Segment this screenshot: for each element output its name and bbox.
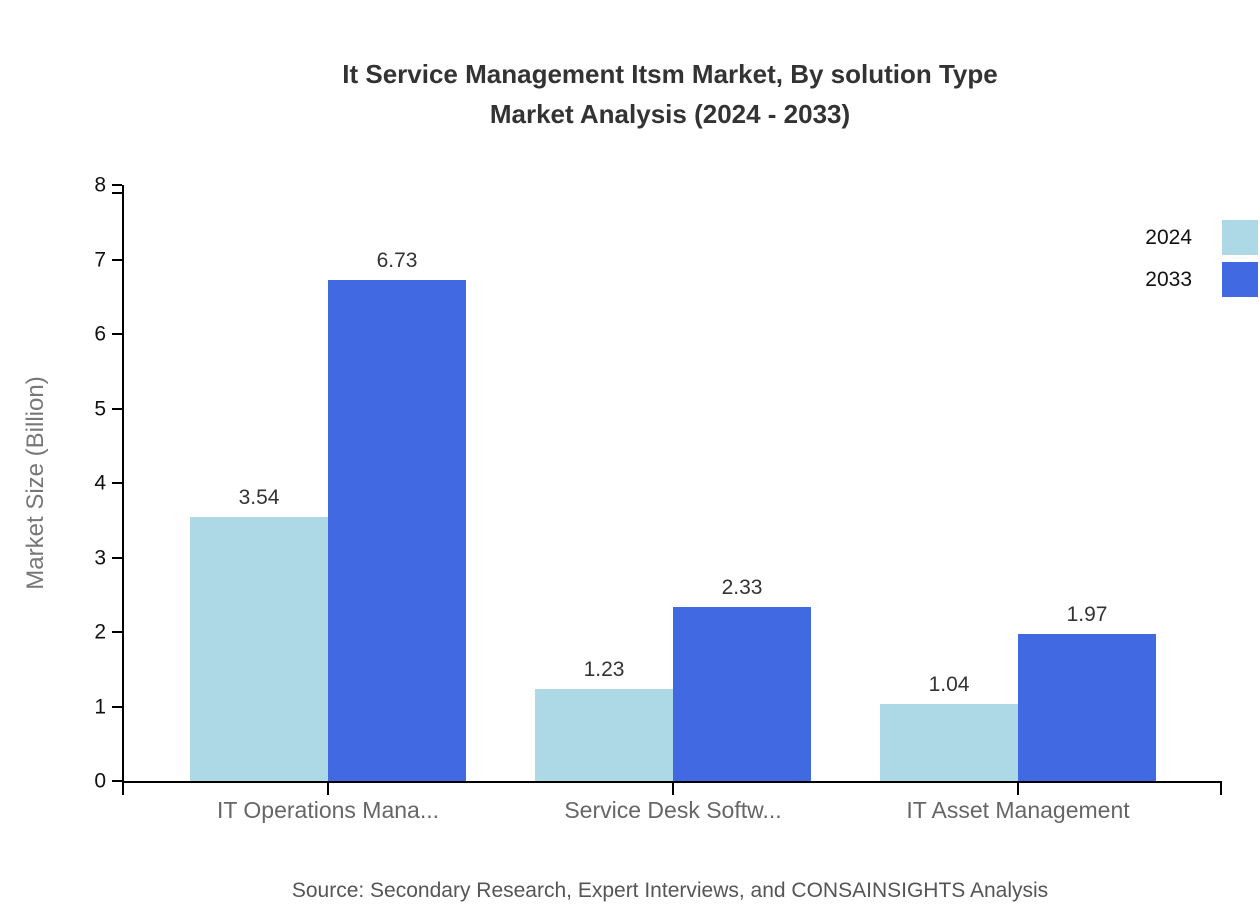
y-axis-tick-3 xyxy=(112,556,122,559)
bar-2024-2: 1.04 xyxy=(880,673,1018,781)
y-axis-tick-label-0: 0 xyxy=(94,769,106,793)
y-axis-tick-label-2: 2 xyxy=(94,620,106,644)
source-note: Source: Secondary Research, Expert Inter… xyxy=(291,879,1049,902)
chart-title-line1: It Service Management Itsm Market, By so… xyxy=(342,59,998,89)
chart-title-line2: Market Analysis (2024 - 2033) xyxy=(489,99,851,129)
y-axis-tick-label-1: 1 xyxy=(94,695,106,718)
bar-value-label-2024-1: 1.23 xyxy=(583,658,625,682)
y-axis-tick-4 xyxy=(112,482,122,484)
bar-2033-1: 2.33 xyxy=(673,576,811,781)
y-axis-tick-1 xyxy=(112,705,122,708)
y-axis-tick-2 xyxy=(112,631,122,633)
y-axis-tick-label-5: 5 xyxy=(94,397,106,420)
plot-area: 3.54 6.73 IT Operations Mana... 1.23 2.33 Ser… xyxy=(94,175,1222,823)
bar-2024-0: 3.54 xyxy=(190,486,328,781)
bar-group-0: 3.54 6.73 IT Operations Mana... xyxy=(190,185,466,823)
y-axis-tick-label-4: 4 xyxy=(94,471,106,495)
y-axis-tick-5 xyxy=(112,407,122,410)
bar-value-label-2024-0: 3.54 xyxy=(238,486,280,510)
legend-swatch-2024 xyxy=(1222,220,1258,255)
legend-label-2024: 2024 xyxy=(1145,225,1192,249)
bar-value-label-2033-0: 6.73 xyxy=(376,248,418,272)
bar-2033-0: 6.73 xyxy=(328,249,466,781)
bar-2033-2: 1.97 xyxy=(1018,603,1156,781)
x-axis-left-end-tick xyxy=(122,783,124,795)
x-axis-right-end-tick xyxy=(1220,783,1222,795)
legend-item-2024: 2024 xyxy=(1145,220,1258,255)
y-axis-tick-label-8: 8 xyxy=(94,173,106,197)
legend: 2024 2033 xyxy=(1145,220,1258,297)
y-axis-tick-6 xyxy=(112,333,122,335)
x-axis-category-label-1: Service Desk Softw... xyxy=(564,797,782,823)
x-axis-category-label-2: IT Asset Management xyxy=(906,797,1130,823)
bar-value-label-2033-2: 1.97 xyxy=(1066,603,1108,627)
y-axis-title: Market Size (Billion) xyxy=(22,376,49,590)
y-axis-tick-label-3: 3 xyxy=(94,546,106,569)
bar-value-label-2033-1: 2.33 xyxy=(721,576,763,600)
y-axis-tick-label-7: 7 xyxy=(94,248,106,271)
bar-value-label-2024-2: 1.04 xyxy=(928,672,970,696)
x-axis-category-label-0: IT Operations Mana... xyxy=(216,797,440,823)
bar-2024-1: 1.23 xyxy=(535,658,673,781)
y-axis-tick-0 xyxy=(112,780,122,782)
legend-label-2033: 2033 xyxy=(1145,267,1192,291)
bar-group-1: 1.23 2.33 Service Desk Softw... xyxy=(535,185,811,823)
bar-group-2: 1.04 1.97 IT Asset Management xyxy=(880,185,1156,823)
legend-item-2033: 2033 xyxy=(1145,262,1258,297)
chart-title: It Service Management Itsm Market, By so… xyxy=(90,54,1250,134)
x-axis-tick-2 xyxy=(1017,783,1019,795)
x-axis-tick-1 xyxy=(672,783,674,795)
x-axis-tick-0 xyxy=(327,783,329,795)
y-axis-tick-label-6: 6 xyxy=(94,322,106,346)
y-axis-tick-7 xyxy=(112,258,122,261)
bar-groups: 3.54 6.73 IT Operations Mana... 1.23 2.33 Ser… xyxy=(124,185,1222,823)
y-axis-top-cap xyxy=(112,192,122,194)
legend-swatch-2033 xyxy=(1222,262,1258,297)
y-axis-tick-8 xyxy=(112,184,122,186)
